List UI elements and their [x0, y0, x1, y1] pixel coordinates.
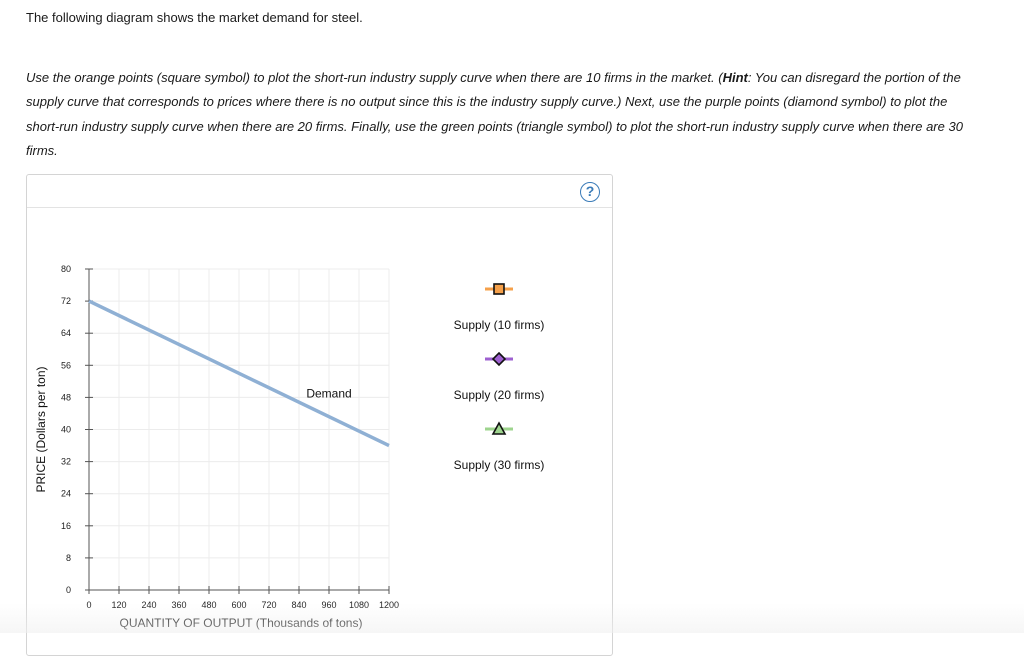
series-lines[interactable]: Demand [88, 299, 390, 448]
y-tick-label: 32 [61, 457, 71, 467]
x-tick-label: 960 [321, 600, 336, 610]
intro-text: The following diagram shows the market d… [26, 10, 363, 25]
y-tick-label: 8 [66, 553, 71, 563]
y-tick-label: 80 [61, 264, 71, 274]
legend-label: Supply (20 firms) [454, 388, 545, 402]
x-tick-label: 600 [231, 600, 246, 610]
graph-panel: ? 0 8 16 24 32 40 48 56 64 72 80 0 120 240 360 480 600 72… [26, 174, 613, 656]
legend-item-diamond[interactable]: Supply (20 firms) [454, 351, 545, 402]
y-tick-label: 48 [61, 392, 71, 402]
y-tick-label: 0 [66, 585, 71, 595]
legend-item-triangle[interactable]: Supply (30 firms) [454, 421, 545, 472]
y-tick-label: 16 [61, 521, 71, 531]
x-tick-label: 120 [111, 600, 126, 610]
demand-curve[interactable] [88, 299, 390, 448]
green-triangle-icon[interactable] [491, 421, 507, 435]
instructions-part-1: Use the orange points (square symbol) to… [26, 70, 723, 85]
orange-square-icon[interactable] [493, 283, 505, 295]
help-button[interactable]: ? [580, 182, 600, 202]
x-tick-label: 1200 [379, 600, 399, 610]
x-tick-label: 240 [141, 600, 156, 610]
x-tick-label: 360 [171, 600, 186, 610]
x-tick-label: 840 [291, 600, 306, 610]
x-tick-label: 0 [86, 600, 91, 610]
legend-label: Supply (30 firms) [454, 458, 545, 472]
y-tick-label: 56 [61, 360, 71, 370]
purple-diamond-icon[interactable] [491, 351, 507, 367]
y-tick-label: 24 [61, 489, 71, 499]
hint-label: Hint [722, 70, 748, 85]
panel-header: ? [27, 175, 612, 208]
instructions-text: Use the orange points (square symbol) to… [26, 66, 966, 163]
y-tick-label: 64 [61, 328, 71, 338]
legend[interactable]: Supply (10 firms) Supply (20 firms) Supply… [454, 283, 545, 472]
legend-item-square[interactable]: Supply (10 firms) [454, 283, 545, 332]
supply-demand-graph[interactable]: 0 8 16 24 32 40 48 56 64 72 80 0 120 240 360 480 600 720 8… [27, 175, 612, 635]
instructions-part-2: : You can disregard the portion of the s… [26, 70, 963, 158]
y-tick-label: 72 [61, 296, 71, 306]
x-axis-title: QUANTITY OF OUTPUT (Thousands of tons) [120, 616, 363, 630]
x-tick-label: 480 [201, 600, 216, 610]
x-tick-label: 1080 [349, 600, 369, 610]
demand-curve-label: Demand [306, 386, 351, 400]
grid-lines [89, 268, 390, 590]
y-axis-title: PRICE (Dollars per ton) [34, 366, 48, 492]
y-tick-label: 40 [61, 425, 71, 435]
legend-label: Supply (10 firms) [454, 318, 545, 332]
x-tick-label: 720 [261, 600, 276, 610]
